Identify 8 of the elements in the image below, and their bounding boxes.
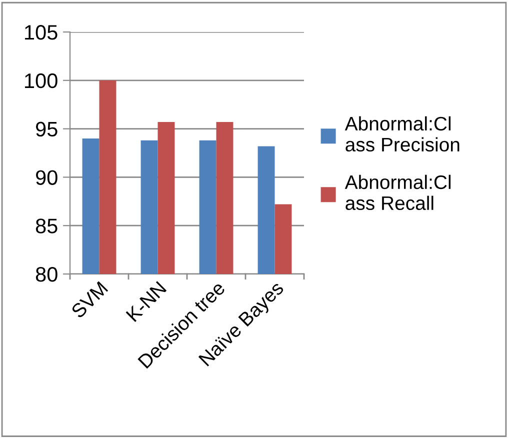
legend-label: Abnormal:Class Recall (344, 174, 451, 210)
y-tick-label: 90 (36, 170, 58, 185)
y-tick-label: 105 (25, 25, 58, 40)
y-tick-label: 85 (36, 218, 58, 234)
y-tick-label: 100 (25, 73, 58, 88)
y-tick-label: 95 (36, 122, 58, 137)
legend-label: Abnormal:Class Precision (344, 116, 460, 152)
y-tick-label: 80 (36, 267, 58, 282)
